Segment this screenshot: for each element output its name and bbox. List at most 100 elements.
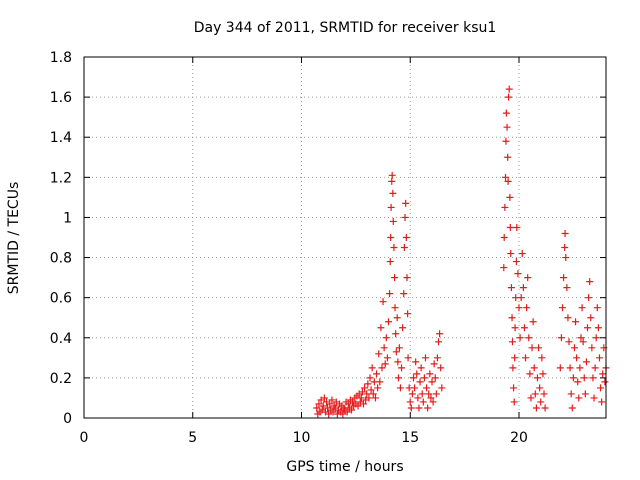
data-point xyxy=(421,354,429,362)
data-point xyxy=(573,354,581,362)
data-point xyxy=(399,324,407,332)
data-point xyxy=(564,314,572,322)
data-point xyxy=(423,384,431,392)
data-point xyxy=(365,394,373,402)
data-point xyxy=(395,344,403,352)
data-point xyxy=(402,234,410,241)
data-point xyxy=(389,217,397,225)
data-point xyxy=(508,338,516,346)
data-point xyxy=(505,85,513,93)
data-point xyxy=(531,390,539,398)
y-tick-label: 1.2 xyxy=(50,170,72,186)
y-tick-label: 0.8 xyxy=(50,251,72,267)
data-point xyxy=(572,318,580,326)
data-point xyxy=(504,177,512,185)
data-point xyxy=(431,374,439,382)
data-point xyxy=(514,270,522,278)
data-point xyxy=(530,364,538,372)
data-point xyxy=(388,171,396,179)
data-point xyxy=(425,390,433,398)
data-point xyxy=(382,334,390,342)
data-point xyxy=(533,374,541,382)
data-point xyxy=(374,384,382,392)
data-point xyxy=(536,384,544,392)
data-point xyxy=(373,370,381,378)
data-point xyxy=(598,398,606,406)
data-point xyxy=(378,364,386,372)
data-point xyxy=(511,354,519,362)
data-point xyxy=(582,358,590,366)
data-series xyxy=(313,85,610,418)
data-point xyxy=(377,324,385,332)
data-point xyxy=(403,274,411,282)
data-point xyxy=(410,374,418,382)
data-point xyxy=(508,314,516,322)
chart-title: Day 344 of 2011, SRMTID for receiver ksu… xyxy=(194,20,497,36)
data-point xyxy=(417,364,425,372)
data-point xyxy=(344,400,352,408)
data-point xyxy=(601,378,609,386)
data-point xyxy=(560,274,568,282)
data-point xyxy=(319,402,327,410)
data-point xyxy=(515,304,523,312)
data-point xyxy=(589,374,597,382)
data-point xyxy=(535,344,543,352)
y-tick-label: 1.4 xyxy=(50,130,72,146)
data-point xyxy=(325,410,333,418)
data-point xyxy=(393,314,401,322)
data-point xyxy=(518,250,526,258)
data-point xyxy=(326,400,334,408)
plot-area-frame xyxy=(83,56,607,419)
x-tick-label: 20 xyxy=(510,430,528,446)
data-point xyxy=(329,408,337,416)
data-point xyxy=(387,234,395,241)
data-point xyxy=(400,244,408,252)
data-point xyxy=(500,234,508,241)
data-point xyxy=(569,374,577,382)
y-tick-label: 1.6 xyxy=(50,90,72,106)
data-point xyxy=(563,284,571,292)
data-point xyxy=(411,384,419,392)
data-point xyxy=(358,388,366,396)
data-point xyxy=(570,344,578,352)
data-point xyxy=(363,390,371,398)
data-point xyxy=(502,109,510,117)
y-tick-label: 1 xyxy=(63,210,72,226)
data-point xyxy=(412,358,420,366)
data-point xyxy=(524,274,532,282)
data-point xyxy=(575,394,583,402)
y-tick-label: 0 xyxy=(63,411,72,427)
data-point xyxy=(368,364,376,372)
data-point xyxy=(427,394,435,402)
data-point xyxy=(507,250,515,258)
data-point xyxy=(371,394,379,402)
data-point xyxy=(510,398,518,406)
data-point xyxy=(436,330,444,338)
data-point xyxy=(500,264,508,272)
data-point xyxy=(526,370,534,378)
data-point xyxy=(386,258,394,266)
data-point xyxy=(595,354,603,362)
data-point xyxy=(523,304,531,312)
data-point xyxy=(430,360,438,368)
y-tick-label: 1.8 xyxy=(50,50,72,66)
data-point xyxy=(525,334,533,342)
data-point xyxy=(354,402,362,410)
data-point xyxy=(591,364,599,372)
data-point xyxy=(381,360,389,368)
data-point xyxy=(581,390,589,398)
data-point xyxy=(380,344,388,352)
data-point xyxy=(527,394,535,402)
data-point xyxy=(578,304,586,312)
data-point xyxy=(376,378,384,386)
data-point xyxy=(379,298,387,306)
data-point xyxy=(509,364,517,372)
data-point xyxy=(390,244,398,252)
data-point xyxy=(513,223,521,231)
data-point xyxy=(519,284,527,292)
data-point xyxy=(339,410,347,418)
data-point xyxy=(437,364,445,372)
data-point xyxy=(512,258,520,266)
data-point xyxy=(413,370,421,378)
